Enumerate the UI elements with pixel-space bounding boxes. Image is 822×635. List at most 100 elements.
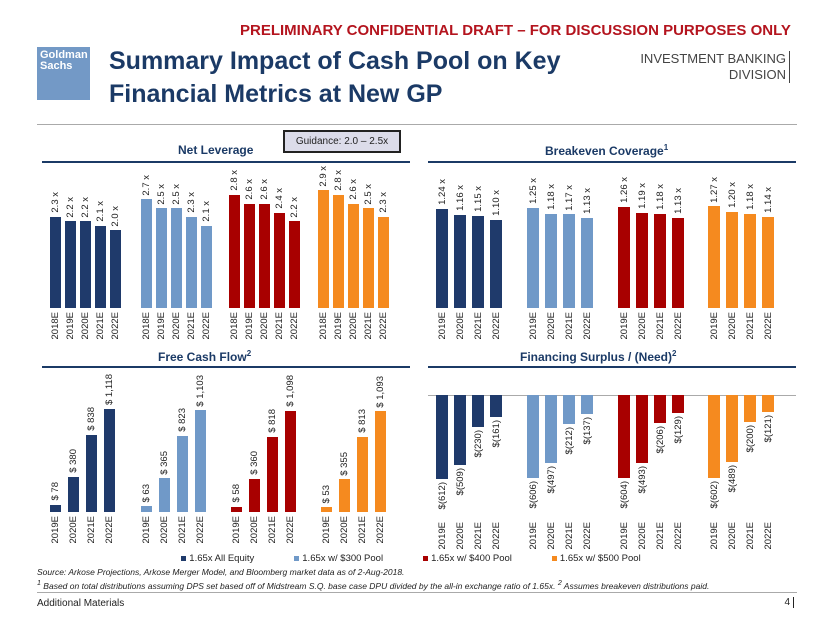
legend: 1.65x All Equity 1.65x w/ $300 Pool 1.65x … <box>0 553 822 564</box>
bar <box>762 216 774 308</box>
data-label: $(129) <box>672 415 684 444</box>
data-label: $(200) <box>744 425 756 453</box>
x-tick-label: 2020E <box>259 312 270 340</box>
x-tick-label: 2019E <box>436 522 448 550</box>
data-label: 1.13 x <box>581 187 593 214</box>
data-label: 1.15 x <box>472 186 484 212</box>
data-label: $(121) <box>762 414 774 443</box>
legend-swatch <box>423 556 429 561</box>
data-label: 2.2 x <box>289 196 300 218</box>
data-label: 2.7 x <box>141 174 152 196</box>
bar <box>321 507 332 512</box>
x-tick-label: 2022E <box>289 312 300 340</box>
chart-title-footnote: 2 <box>672 349 677 358</box>
data-label: $(509) <box>454 467 466 496</box>
legend-swatch <box>294 556 300 561</box>
footnote-1-mark: 1 <box>37 579 41 587</box>
x-tick-label: 2019E <box>527 312 539 340</box>
data-label: $(497) <box>545 466 557 494</box>
legend-swatch <box>551 556 557 561</box>
data-label: $ 365 <box>159 450 170 475</box>
data-label: $ 813 <box>357 409 368 434</box>
bar <box>527 395 539 479</box>
x-tick-label: 2019E <box>156 312 167 340</box>
data-label: $ 360 <box>249 451 260 475</box>
data-label: 1.10 x <box>490 190 502 216</box>
data-label: 1.26 x <box>618 177 630 204</box>
bar <box>333 194 344 308</box>
chart-title-footnote: 2 <box>246 349 252 358</box>
bar <box>726 395 738 463</box>
bar <box>581 217 593 308</box>
bar <box>672 217 684 308</box>
data-label: 2.1 x <box>201 201 212 222</box>
section-label: Additional Materials <box>37 598 125 609</box>
bar <box>171 208 182 308</box>
x-tick-label: 2019E <box>65 312 76 340</box>
footnote-2-mark: 2 <box>557 579 562 587</box>
x-tick-label: 2019E <box>244 312 255 340</box>
bar <box>186 217 197 308</box>
bar <box>618 207 630 308</box>
bar <box>348 203 359 308</box>
bar <box>472 395 484 427</box>
data-label: 1.20 x <box>726 182 738 208</box>
data-label: 1.18 x <box>744 183 756 210</box>
x-tick-label: 2021E <box>95 312 106 340</box>
legend-label: 1.65x w/ $400 Pool <box>431 553 512 564</box>
x-tick-label: 2020E <box>454 312 466 340</box>
data-label: $ 63 <box>141 483 152 503</box>
chart-title: Net Leverage <box>178 143 253 157</box>
bar <box>708 206 720 308</box>
x-tick-label: 2020E <box>171 312 182 340</box>
data-label: 2.3 x <box>186 192 197 214</box>
legend-item: 1.65x All Equity <box>181 553 254 564</box>
bar <box>259 203 270 308</box>
data-label: 1.14 x <box>762 186 774 213</box>
x-tick-label: 2020E <box>80 312 91 340</box>
data-label: 2.6 x <box>348 179 359 200</box>
data-label: 2.3 x <box>50 192 61 214</box>
header-divider <box>37 124 797 125</box>
bar <box>289 221 300 308</box>
bar <box>454 215 466 308</box>
data-label: $(604) <box>618 480 630 509</box>
bar <box>110 230 121 308</box>
x-tick-label: 2019E <box>231 516 242 544</box>
data-label: 2.8 x <box>333 170 344 191</box>
data-label: 1.17 x <box>563 184 575 211</box>
data-label: 2.4 x <box>274 188 285 209</box>
x-tick-label: 2022E <box>672 312 684 340</box>
bar <box>436 208 448 308</box>
data-label: $ 838 <box>86 407 97 431</box>
data-label: 2.6 x <box>259 179 270 200</box>
legend-swatch <box>181 556 187 561</box>
x-tick-label: 2022E <box>375 516 386 544</box>
chart-title-footnote: 1 <box>663 143 669 152</box>
x-tick-label: 2021E <box>654 312 666 340</box>
x-tick-label: 2020E <box>454 522 466 550</box>
bar <box>156 208 167 308</box>
x-tick-label: 2021E <box>357 516 368 544</box>
data-label: $ 1,118 <box>104 374 115 406</box>
x-tick-label: 2018E <box>50 312 61 340</box>
data-label: $ 355 <box>339 451 350 476</box>
legend-item: 1.65x w/ $500 Pool <box>551 553 641 564</box>
bar <box>201 225 212 308</box>
x-tick-label: 2020E <box>545 522 557 550</box>
bar <box>50 504 61 512</box>
footnote-2: Assumes breakeven distributions paid. <box>561 580 710 591</box>
data-label: $(161) <box>490 420 502 448</box>
data-label: 1.16 x <box>454 185 466 212</box>
x-tick-label: 2020E <box>348 312 359 340</box>
x-tick-label: 2021E <box>177 516 188 544</box>
x-tick-label: 2019E <box>436 312 448 340</box>
bar <box>563 214 575 308</box>
bar <box>636 395 648 463</box>
bar <box>141 506 152 512</box>
bar <box>436 395 448 479</box>
chart-title-rule <box>42 366 410 368</box>
data-label: $ 1,093 <box>375 375 386 408</box>
x-tick-label: 2019E <box>618 312 630 340</box>
chart-title: Financing Surplus / (Need)2 <box>520 349 676 364</box>
